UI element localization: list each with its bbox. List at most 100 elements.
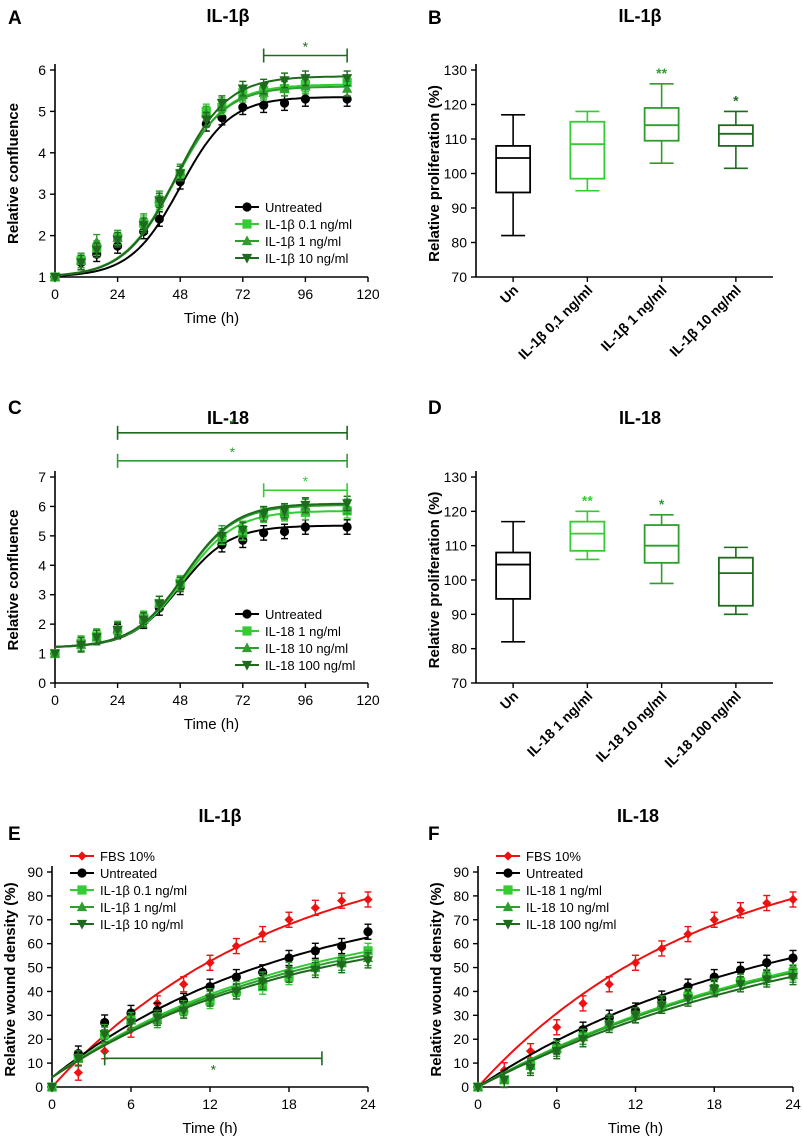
point-fbs-10 [363,894,373,905]
significance-star: * [211,1061,217,1077]
fit-curve-il-1-10-ng-ml [51,957,369,1079]
point-il-1-10-ng-ml [258,82,269,93]
panel-c-confluence-il18: 0 1 2 3 4 5 6 7 Relative confluence C IL-18 0 24 48 72… [5,398,380,733]
x-category-label: IL-18 1 ng/ml [524,688,596,760]
x-tick-label: 48 [172,286,188,302]
x-axis-label: Time (h) [184,310,239,327]
point-untreated [735,965,746,975]
y-axis-label: Relative confluence [5,510,22,651]
y-tick-label: 20 [453,1031,469,1047]
y-tick-label: 90 [451,606,467,622]
x-tick-label: 48 [172,692,188,708]
point-untreated [300,94,310,104]
box-il-18-10-ng-ml-significance: * [659,496,665,512]
y-tick-label: 70 [453,912,469,928]
point-il-18-100-ng-ml [175,580,186,591]
legend-label-untreated: Untreated [265,200,322,215]
panel-letter: D [428,398,442,419]
point-il-18-100-ng-ml [300,500,311,511]
panel-a-confluence-il1b: 1 2 3 4 5 6 Relative confluence A IL-1β 0 24 48 72 96… [5,6,380,327]
point-untreated [175,177,185,187]
x-tick-label: 120 [356,692,380,708]
panel-letter: E [8,824,21,845]
point-untreated [342,522,352,532]
point-il-18-100-ng-ml [258,509,269,520]
y-tick-label: 120 [444,97,468,113]
point-il-1-10-ng-ml [216,99,228,109]
y-tick-label: 60 [27,936,43,952]
point-fbs-10 [762,898,772,908]
point-il-1-10-ng-ml [75,258,87,269]
legend-marker-il-18-1-ng-ml [242,626,252,636]
y-tick-label: 130 [444,62,468,78]
point-il-1-10-ng-ml [46,1082,58,1093]
point-il-1-10-ng-ml [73,1054,84,1064]
point-il-18-100-ng-ml [112,625,123,636]
y-tick-label: 5 [38,103,46,119]
legend-label-untreated: Untreated [526,866,583,881]
x-tick-label: 18 [706,1096,722,1112]
y-axis-label: Relative proliferation (%) [426,85,443,262]
box-un-iqr [495,551,532,600]
legend-marker-il-1-0-1-ng-ml [77,885,87,895]
point-il-1-1-ng-ml [342,83,353,93]
y-tick-label: 6 [38,62,46,78]
significance-star: * [303,473,309,489]
x-category-label: IL-18 100 ng/ml [661,688,744,771]
point-il-18-100-ng-ml [216,531,228,542]
y-tick-label: 4 [38,557,46,573]
x-tick-label: 0 [48,1096,56,1112]
y-tick-label: 70 [27,912,43,928]
point-il-18-100-ng-ml [577,1035,589,1045]
y-axis-label: Relative wound density (%) [2,882,19,1076]
point-untreated [284,953,294,963]
legend-marker-il-18-10-ng-ml [502,901,514,912]
y-tick-label: 4 [38,145,46,161]
panel-title: IL-1β [207,6,250,26]
fit-curve-il-18-100-ng-ml [477,975,794,1088]
x-tick-label: 24 [110,692,126,708]
x-tick-label: 0 [474,1096,482,1112]
point-il-1-10-ng-ml [283,970,295,981]
point-il-18-100-ng-ml [630,1011,641,1021]
point-il-1-10-ng-ml [138,221,149,231]
x-tick-label: 0 [51,286,59,302]
y-tick-label: 6 [38,498,46,514]
y-tick-label: 0 [461,1079,469,1095]
point-untreated [217,113,227,123]
x-category-label: IL-1β 0,1 ng/ml [515,282,596,363]
point-il-1-10-ng-ml [257,977,268,988]
legend-label-il-18-100-ng-ml: IL-18 100 ng/ml [526,917,616,932]
panel-title: IL-18 [619,408,661,428]
x-tick-label: 12 [202,1096,218,1112]
legend-label-il-1-0-1-ng-ml: IL-1β 0.1 ng/ml [265,217,352,232]
panel-title: IL-1β [199,806,242,826]
legend-marker-untreated [77,868,87,878]
legend-label-fbs-10: FBS 10% [100,849,155,864]
point-il-18-100-ng-ml [787,973,799,983]
point-fbs-10 [735,905,746,915]
point-untreated [310,946,320,956]
point-il-1-10-ng-ml [362,956,374,966]
point-fbs-10 [284,915,294,925]
point-il-1-10-ng-ml [204,994,216,1005]
point-il-18-100-ng-ml [154,599,165,610]
legend-marker-il-18-100-ng-ml [241,660,253,671]
legend-label-il-1-10-ng-ml: IL-1β 10 ng/ml [265,251,348,266]
point-il-1-10-ng-ml [231,987,242,998]
point-il-18-100-ng-ml [761,975,772,986]
legend-label-fbs-10: FBS 10% [526,849,581,864]
x-tick-label: 12 [628,1096,644,1112]
x-axis-label: Time (h) [608,1120,663,1137]
point-fbs-10 [73,1068,83,1078]
x-category-label: IL-1β 10 ng/ml [666,282,744,360]
fit-curve-untreated [54,96,348,277]
point-il-18-100-ng-ml [682,994,694,1005]
y-axis-label: Relative wound density (%) [428,882,445,1076]
box-il-18-1-ng-ml-iqr [569,520,606,552]
point-il-18-100-ng-ml [499,1075,510,1086]
point-fbs-10 [231,941,241,951]
box-il-1-0-1-ng-ml-iqr [569,120,606,180]
